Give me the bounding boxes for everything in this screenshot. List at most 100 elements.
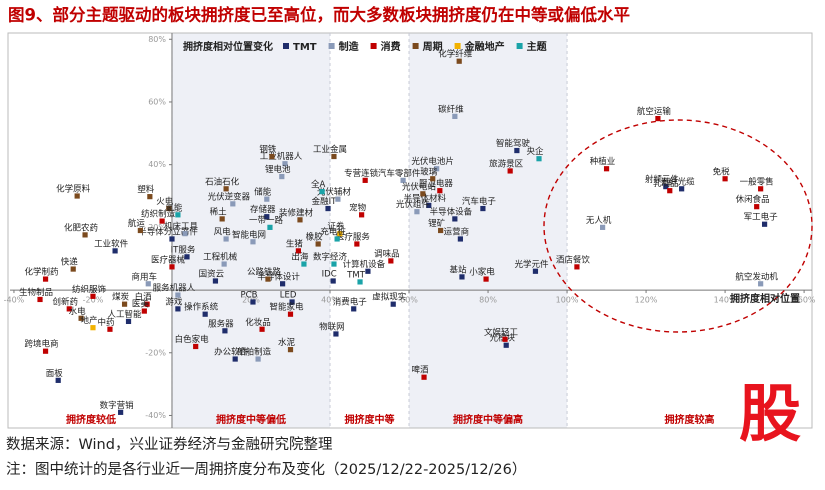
point-label: 航空运输 [637, 106, 672, 117]
point [362, 177, 368, 183]
point-label: 钢铁 [259, 144, 277, 155]
point-label: 虚拟现实 [372, 292, 406, 303]
point [269, 153, 275, 160]
point-label: 射频元件 [645, 174, 680, 185]
point-label: 化学原料 [56, 184, 91, 195]
point-label: 快递 [61, 257, 79, 268]
point [66, 306, 72, 312]
point-label: TMT [346, 270, 366, 280]
point [144, 301, 150, 307]
x-tick-label: 120% [635, 296, 658, 305]
point [55, 377, 61, 383]
point-label: 免税 [713, 166, 731, 177]
legend-label: 周期 [423, 40, 443, 53]
highlight-ellipse [543, 119, 813, 333]
point [82, 232, 88, 238]
point-label: 光学元件 [514, 259, 549, 270]
point-label: 航空发动机 [735, 271, 778, 282]
point-label: 稀土 [210, 206, 228, 217]
point-label: 小家电 [469, 267, 495, 278]
points: 智能驾驶射频元件光纤光缆军工电子半导体分立器件工业软件汽车电子金融IT存储器半导… [19, 49, 778, 415]
y-tick-label: 20% [148, 223, 166, 232]
point-label: 种植业 [590, 156, 616, 167]
point-label: 数字经济 [313, 252, 348, 263]
point-label: 休闲食品 [736, 194, 770, 205]
point [223, 236, 229, 242]
point [679, 186, 685, 192]
point [337, 231, 343, 237]
point [388, 258, 394, 264]
legend-label: 制造 [339, 40, 360, 53]
point-label: 医美 [132, 299, 150, 310]
point [503, 342, 509, 348]
legend: 拥挤度相对位置变化 TMT 制造 消费 周期 金融地产 主题 [183, 40, 548, 53]
point-label: 啤酒 [412, 365, 430, 376]
point-label: 机床工具 [164, 221, 199, 232]
point-label: 氢能 [165, 202, 183, 213]
point-label: 数字营销 [100, 400, 135, 411]
point-label: 光伏组件 [396, 199, 431, 210]
point [330, 278, 336, 284]
legend-label: TMT [293, 42, 317, 53]
point [514, 147, 520, 154]
point [315, 241, 321, 247]
x-tick-label: 100% [556, 296, 579, 305]
point-label: 火电 [156, 196, 174, 207]
point-label: 煤炭 [112, 292, 130, 303]
point [456, 58, 462, 64]
x-tick-label: 160% [793, 296, 816, 305]
point-label: 存储器 [250, 204, 276, 215]
y-tick-label: 40% [148, 160, 166, 169]
point-label: 医疗服务 [336, 231, 371, 242]
point [319, 189, 325, 195]
logo: 股 [739, 377, 801, 450]
point-label: 充电桩 [320, 226, 346, 237]
point [400, 177, 406, 183]
point [325, 205, 331, 212]
point-label: IT服务 [171, 244, 196, 255]
point [279, 173, 285, 180]
point [232, 356, 238, 362]
point [297, 217, 303, 223]
point-label: 石油石化 [205, 176, 240, 187]
point-label: 工业软件 [94, 238, 129, 249]
point-label: 半导体设备 [430, 206, 473, 217]
y-tick-label: -40% [145, 411, 166, 420]
point-label: 生猪 [286, 238, 304, 249]
point-label: 中药 [97, 317, 114, 328]
point [331, 261, 337, 267]
zone-band [171, 33, 331, 428]
point-label: 纺织服饰 [72, 284, 107, 295]
chart-title: 图9、部分主题驱动的板块拥挤度已至高位，而大多数板块拥挤度仍在中等或偏低水平 [8, 5, 630, 25]
point [603, 166, 610, 172]
point [359, 212, 365, 218]
point-label: 出海 [291, 252, 309, 263]
point [351, 306, 357, 312]
point-label: 化学纤维 [438, 49, 473, 60]
legend-swatch [283, 43, 289, 49]
point-label: 光伏电池片 [411, 156, 454, 167]
point-label: 一般零售 [740, 176, 774, 187]
point-label: 装修建材 [279, 207, 314, 218]
y-tick-label: -20% [145, 348, 166, 357]
point [287, 347, 294, 353]
point-label: 航运 [128, 218, 146, 229]
point [175, 292, 181, 298]
point [507, 168, 513, 174]
point-label: 半导体材料 [404, 193, 447, 204]
point [193, 343, 199, 350]
point-label: 旅游景区 [489, 158, 524, 169]
point-label: 乳制品 [653, 178, 679, 189]
point-label: 工业金属 [313, 144, 347, 155]
point [532, 268, 539, 274]
point [90, 325, 96, 331]
point [121, 301, 128, 307]
point-label: 半导体分立器件 [138, 226, 198, 237]
point [42, 276, 49, 282]
point-label: 水泥 [278, 337, 296, 348]
point-label: LED [280, 290, 297, 300]
point [147, 194, 153, 200]
x-tick-label: 40% [321, 296, 339, 305]
